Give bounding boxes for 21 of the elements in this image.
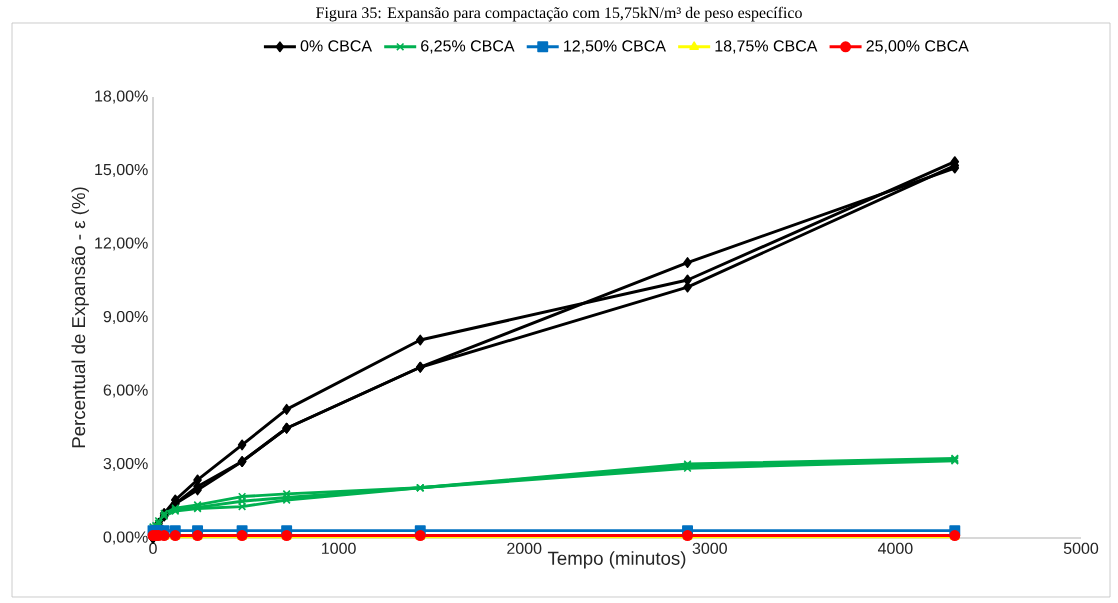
x-tick-label: 0 (149, 542, 157, 555)
y-tick-label: 15,00% (95, 163, 148, 178)
legend-label: 6,25% CBCA (421, 40, 515, 54)
y-tick-label: 0,00% (103, 531, 148, 545)
chart-title: Figura 35: Expansão para compactação com 15,75kN/m³ de peso específico (316, 6, 802, 22)
x-tick-label: 2000 (507, 542, 542, 555)
y-tick-label: 9,00% (103, 310, 148, 325)
y-tick-label: 3,00% (103, 457, 148, 472)
y-tick-label: 18,00% (95, 90, 148, 104)
x-tick-label: 3000 (692, 542, 727, 555)
legend-label: 25,00% CBCA (866, 40, 969, 54)
y-axis-title: Percentual de Expansão - ε (%) (71, 187, 89, 448)
legend-label: 18,75% CBCA (715, 40, 818, 54)
x-tick-label: 1000 (322, 542, 356, 555)
x-tick-label: 5000 (1063, 542, 1099, 555)
legend-label: 0% CBCA (300, 40, 373, 52)
y-tick-label: 6,00% (103, 384, 148, 398)
x-tick-label: 4000 (877, 542, 913, 555)
y-tick-label: 12,00% (95, 237, 148, 251)
legend-label: 12,50% CBCA (564, 40, 666, 54)
x-axis-title: Tempo (minutos) (547, 551, 686, 569)
